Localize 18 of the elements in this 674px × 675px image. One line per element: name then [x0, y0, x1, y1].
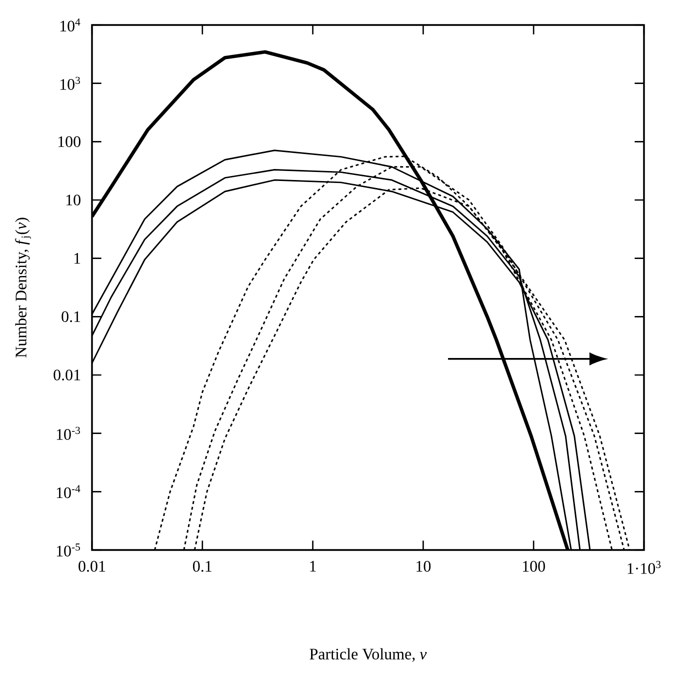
y-tick-label: 10$^{4}$ — [60, 18, 80, 32]
y-tick-label: 10$^{-3}$ — [56, 426, 80, 440]
x-axis-title: Particle Volume, v — [310, 648, 427, 662]
x-tick-label: 0.1 — [193, 560, 212, 572]
x-tick-label: 1·10$^{3}$ — [628, 560, 661, 574]
y-tick-label: 10$^{-4}$ — [56, 485, 80, 498]
y-tick-label: 10 — [66, 194, 80, 206]
x-tick-label: 0.01 — [78, 560, 106, 572]
y-axis-title: Number Density, f$_{j}$(v) — [15, 218, 31, 358]
y-tick-label: 1 — [74, 253, 80, 264]
y-tick-label: 0.01 — [54, 370, 80, 380]
x-tick-label: 1 — [310, 560, 316, 572]
y-tick-label: 10$^{3}$ — [60, 76, 80, 90]
y-tick-label: 0.1 — [62, 311, 80, 322]
y-tick-label: 10$^{-5}$ — [56, 544, 80, 556]
y-tick-label: 100 — [58, 136, 80, 148]
x-tick-label: 100 — [522, 560, 545, 572]
x-tick-label: 10 — [416, 560, 431, 572]
